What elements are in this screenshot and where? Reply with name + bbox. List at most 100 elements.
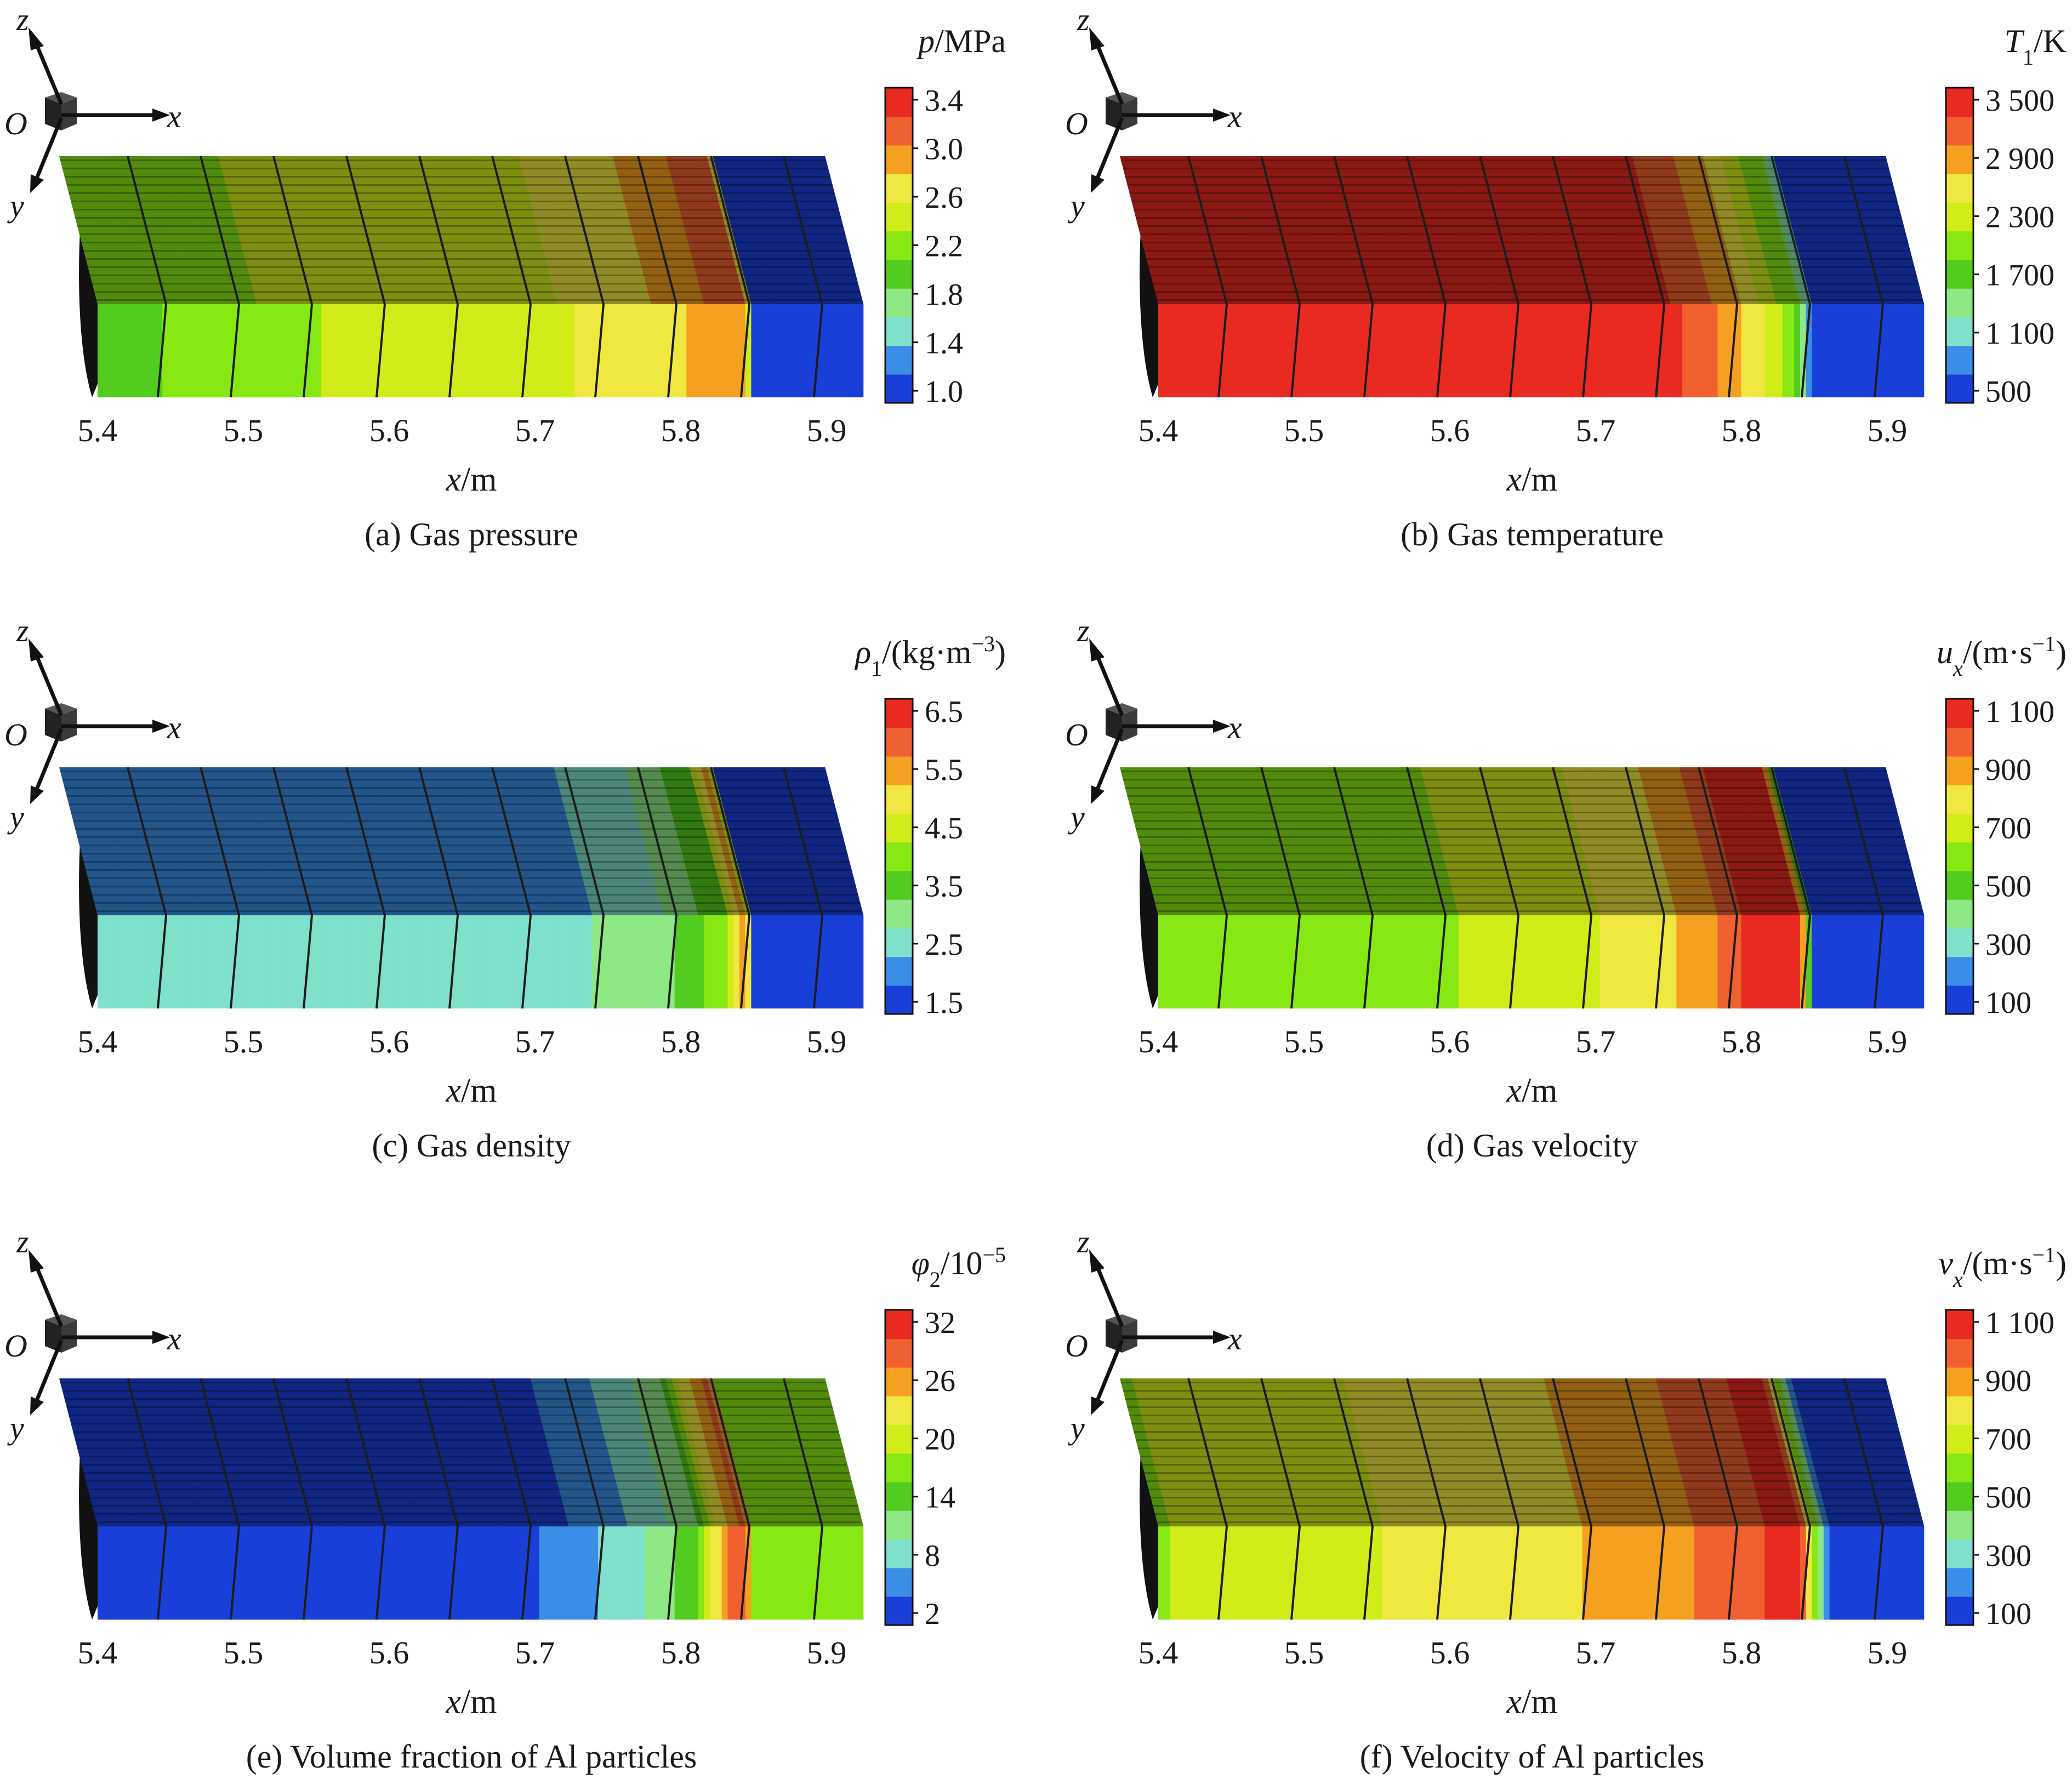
front-face-strip (321, 304, 328, 397)
top-face-strip (1703, 1378, 1748, 1526)
top-face-strip (1532, 767, 1577, 915)
front-face-strip (339, 915, 345, 1008)
front-face-strip (1700, 304, 1706, 397)
top-face-strip (548, 1378, 593, 1526)
front-face-strip (1888, 1526, 1895, 1620)
top-face-strip (283, 1378, 328, 1526)
top-face-strip (789, 767, 834, 915)
front-face-strip (562, 915, 570, 1008)
x-tick-label: 5.4 (78, 413, 118, 448)
top-face-strip (818, 156, 864, 304)
top-face-strip (1196, 156, 1242, 304)
colorbar-swatch (885, 870, 913, 900)
front-face-strip (292, 1526, 299, 1620)
front-face-strip (1494, 915, 1500, 1008)
front-face-strip (1335, 304, 1341, 397)
top-face-strip (106, 1378, 151, 1526)
x-tick-label: 5.5 (224, 1024, 264, 1059)
front-face-strip (845, 915, 852, 1008)
top-face-strip (748, 767, 793, 915)
top-face-strip (453, 1378, 499, 1526)
colorbar-title: p/MPa (916, 23, 1006, 59)
top-face-strip (1797, 156, 1842, 304)
top-face-strip (1785, 1378, 1830, 1526)
front-face-strip (415, 1526, 422, 1620)
top-face-strip (1532, 1378, 1577, 1526)
front-face-strip (1488, 1526, 1495, 1620)
front-face-strip (1865, 915, 1871, 1008)
front-face-strip (362, 915, 369, 1008)
colorbar-swatch (1946, 870, 1973, 900)
top-face-strip (1391, 156, 1436, 304)
front-face-strip (1894, 304, 1901, 397)
front-face-strip (775, 915, 781, 1008)
segment-boundary-top (345, 156, 386, 305)
top-face-strip (665, 1378, 710, 1526)
triad-y-label: y (1068, 188, 1085, 224)
front-face-strip (1399, 1526, 1406, 1620)
front-face-strip (1747, 915, 1754, 1008)
top-face-strip (1879, 767, 1925, 915)
x-tick-label: 5.4 (1139, 1635, 1179, 1671)
x-tick-label: 5.8 (661, 1024, 701, 1059)
front-face-strip (1653, 915, 1659, 1008)
top-face-strip (118, 1378, 163, 1526)
front-face-strip (1606, 304, 1612, 397)
top-face-strip (1255, 156, 1300, 304)
top-face-strip (59, 767, 104, 915)
colorbar-tick-label: 500 (1985, 870, 2031, 904)
colorbar-tick-label: 32 (925, 1306, 955, 1340)
top-face-strip (306, 156, 351, 304)
panel-b: 5.4 5.5 5.6 5.7 5.8 5.9x/m(b) Gas temperature… (1065, 2, 2067, 552)
top-face-strip (1820, 156, 1865, 304)
front-face-strip (191, 304, 198, 397)
colorbar-swatch (885, 1367, 913, 1397)
top-face-strip (500, 1378, 546, 1526)
segment-boundary-front (521, 304, 532, 398)
colorbar-tick-label: 900 (1985, 1364, 2031, 1398)
top-face-strip (1161, 1378, 1206, 1526)
front-face-strip (1688, 1526, 1695, 1620)
colorbar-tick-label: 2 (925, 1597, 940, 1631)
front-face-strip (539, 915, 546, 1008)
top-face-strip (171, 1378, 216, 1526)
top-face-strip (1879, 156, 1925, 304)
front-face-strip (851, 304, 858, 397)
front-face-strip (1782, 1526, 1789, 1620)
top-face-strip (183, 767, 228, 915)
top-face-strip (1720, 156, 1766, 304)
colorbar-frame (1945, 698, 1974, 1015)
top-face-strip (141, 1378, 186, 1526)
top-face-strip (813, 767, 858, 915)
front-face-strip (1706, 1526, 1712, 1620)
front-face-strip (333, 304, 340, 397)
front-face-strip (368, 304, 375, 397)
segment-boundary-front (448, 915, 459, 1009)
segment-boundary-front (1801, 304, 1811, 398)
top-face-strip (577, 156, 622, 304)
front-face-strip (1282, 304, 1289, 397)
top-face-strip (500, 767, 546, 915)
front-face-strip (439, 304, 446, 397)
triad-z-arrow (1089, 639, 1105, 662)
x-tick-label: 5.9 (1868, 1635, 1908, 1671)
top-face-strip (236, 156, 281, 304)
top-face-strip (1202, 156, 1247, 304)
front-face-strip (1211, 304, 1218, 397)
top-face-strip (442, 1378, 487, 1526)
front-face-strip (715, 304, 722, 397)
segment-boundary-front (813, 1526, 823, 1620)
top-face-strip (1820, 767, 1865, 915)
top-face-strip (1455, 767, 1500, 915)
top-face-strip (1597, 767, 1642, 915)
front-face-strip (1776, 304, 1783, 397)
front-face-strip (1329, 1526, 1336, 1620)
front-face-strip (403, 915, 411, 1008)
top-face-strip (1502, 767, 1547, 915)
front-face-strip (1552, 915, 1559, 1008)
front-face-strip (1541, 1526, 1547, 1620)
x-tick-label: 5.9 (807, 1635, 847, 1671)
top-face-strip (1679, 156, 1724, 304)
front-face-strip (1723, 304, 1730, 397)
panel-a: 5.4 5.5 5.6 5.7 5.8 5.9x/m(a) Gas pressurezxO… (4, 2, 1006, 552)
